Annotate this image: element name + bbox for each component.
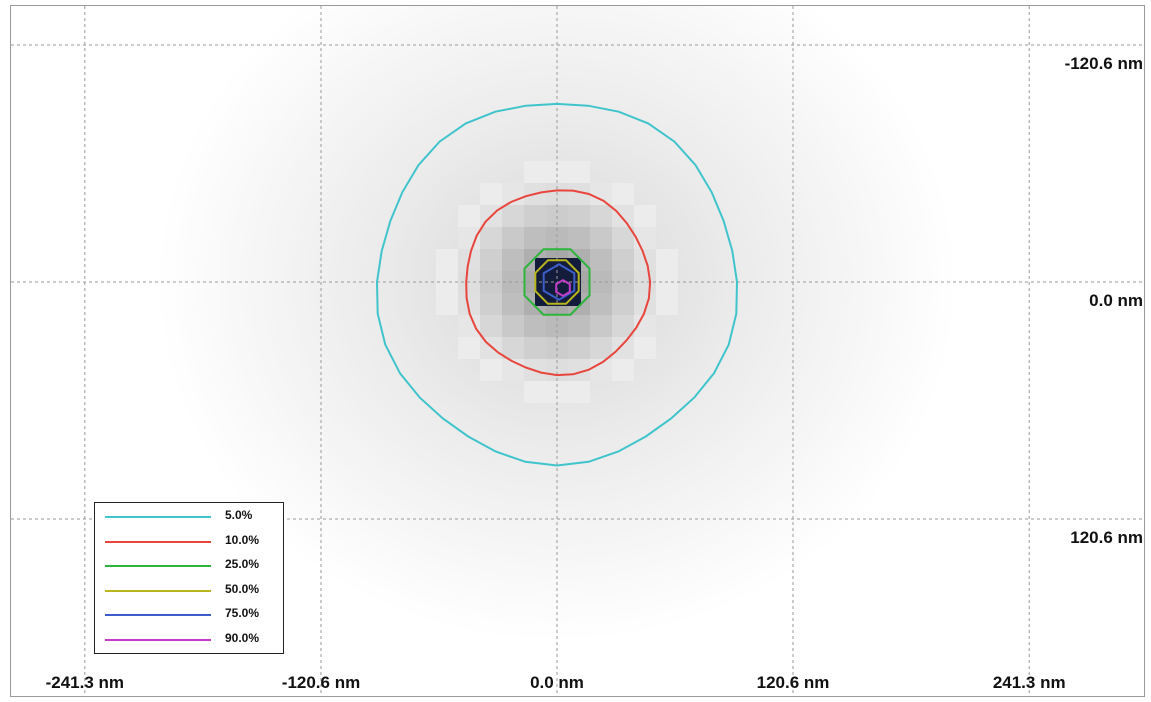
legend-item: 75.0%	[105, 605, 275, 625]
intensity-pixel	[524, 381, 546, 403]
intensity-pixel	[568, 381, 590, 403]
x-tick-label: 120.6 nm	[757, 673, 830, 692]
intensity-pixel	[502, 205, 524, 227]
legend-item: 90.0%	[105, 630, 275, 650]
y-tick-label: 0.0 nm	[1089, 291, 1143, 310]
intensity-pixel	[546, 227, 568, 249]
legend-label: 50.0%	[225, 581, 260, 596]
intensity-pixel	[612, 227, 634, 249]
legend-label: 75.0%	[225, 606, 260, 620]
intensity-pixel	[502, 271, 524, 293]
contour-25.0%	[523, 248, 591, 316]
contour-75.0%	[542, 263, 576, 301]
contour-5.0%	[375, 102, 739, 467]
intensity-pixel	[590, 359, 612, 381]
intensity-pixel	[436, 293, 458, 315]
intensity-pixel	[634, 337, 656, 359]
y-tick-label: 120.6 nm	[1070, 528, 1143, 547]
intensity-pixel	[524, 205, 546, 227]
intensity-pixel	[480, 315, 502, 337]
intensity-pixel	[612, 359, 634, 381]
intensity-pixel	[568, 183, 590, 205]
intensity-pixel	[502, 227, 524, 249]
legend-label: 90.0%	[225, 630, 260, 645]
intensity-pixel	[502, 293, 524, 315]
intensity-pixel	[502, 337, 524, 359]
legend-item: 10.0%	[105, 532, 275, 552]
legend-swatch	[105, 540, 211, 543]
intensity-pixel	[612, 205, 634, 227]
intensity-pixels	[436, 161, 678, 403]
intensity-pixel	[612, 337, 634, 359]
legend-item: 25.0%	[105, 556, 275, 576]
intensity-pixel	[568, 359, 590, 381]
intensity-pixel	[480, 293, 502, 315]
x-tick-labels: -241.3 nm -120.6 nm 0.0 nm 120.6 nm 241.3 nm	[46, 673, 1066, 692]
intensity-pixel	[590, 293, 612, 315]
intensity-pixel	[656, 293, 678, 315]
contour-10.0%	[465, 189, 652, 377]
intensity-pixel	[458, 337, 480, 359]
intensity-pixel	[502, 249, 524, 271]
contour-plot: -241.3 nm -120.6 nm 0.0 nm 120.6 nm 241.3 nm…	[11, 6, 1144, 696]
intensity-pixel	[590, 249, 612, 271]
intensity-pixel	[524, 161, 546, 183]
legend-swatch	[105, 565, 211, 567]
intensity-pixel	[480, 227, 502, 249]
x-tick-label: 0.0 nm	[530, 673, 584, 692]
intensity-pixel	[612, 183, 634, 205]
legend-swatch	[105, 589, 211, 592]
intensity-pixel	[546, 161, 568, 183]
intensity-pixel	[480, 249, 502, 271]
x-tick-label: -241.3 nm	[46, 673, 124, 692]
legend-swatch	[105, 516, 211, 518]
intensity-pixel	[590, 205, 612, 227]
intensity-pixel	[612, 315, 634, 337]
legend-swatch	[105, 614, 211, 616]
intensity-pixel	[634, 205, 656, 227]
intensity-pixel	[590, 315, 612, 337]
intensity-pixel	[480, 359, 502, 381]
intensity-pixel	[656, 249, 678, 271]
legend-item: 5.0%	[105, 507, 275, 527]
intensity-pixel	[524, 337, 546, 359]
legend-swatch	[105, 638, 211, 641]
contour-50.0%	[534, 259, 580, 305]
chart-frame: -241.3 nm -120.6 nm 0.0 nm 120.6 nm 241.3 nm…	[10, 5, 1145, 697]
intensity-pixel	[568, 337, 590, 359]
contour-90.0%	[555, 278, 571, 298]
intensity-pixel	[568, 227, 590, 249]
intensity-pixel	[568, 161, 590, 183]
intensity-pixel	[458, 293, 480, 315]
intensity-pixel	[458, 315, 480, 337]
legend: 5.0% 10.0% 25.0% 50.0% 75.0% 90.0%	[94, 502, 284, 654]
intensity-pixel	[568, 205, 590, 227]
legend-label: 10.0%	[225, 532, 260, 547]
intensity-pixel	[568, 315, 590, 337]
intensity-pixel	[590, 183, 612, 205]
intensity-pixel	[436, 249, 458, 271]
intensity-pixel	[612, 249, 634, 271]
intensity-pixel	[458, 205, 480, 227]
intensity-pixel	[524, 227, 546, 249]
x-tick-label: 241.3 nm	[993, 673, 1066, 692]
intensity-pixel	[480, 337, 502, 359]
intensity-pixel	[436, 271, 458, 293]
x-tick-label: -120.6 nm	[282, 673, 360, 692]
intensity-pixel	[502, 315, 524, 337]
legend-item: 50.0%	[105, 581, 275, 601]
intensity-pixel	[480, 183, 502, 205]
y-tick-labels: -120.6 nm 0.0 nm 120.6 nm	[1065, 54, 1143, 547]
intensity-pixel	[524, 315, 546, 337]
intensity-pixel	[634, 293, 656, 315]
intensity-pixel	[590, 337, 612, 359]
legend-label: 25.0%	[225, 557, 260, 571]
y-tick-label: -120.6 nm	[1065, 54, 1143, 73]
legend-label: 5.0%	[225, 508, 253, 522]
intensity-pixel	[612, 293, 634, 315]
contour-lines	[375, 102, 739, 467]
intensity-pixel	[590, 227, 612, 249]
